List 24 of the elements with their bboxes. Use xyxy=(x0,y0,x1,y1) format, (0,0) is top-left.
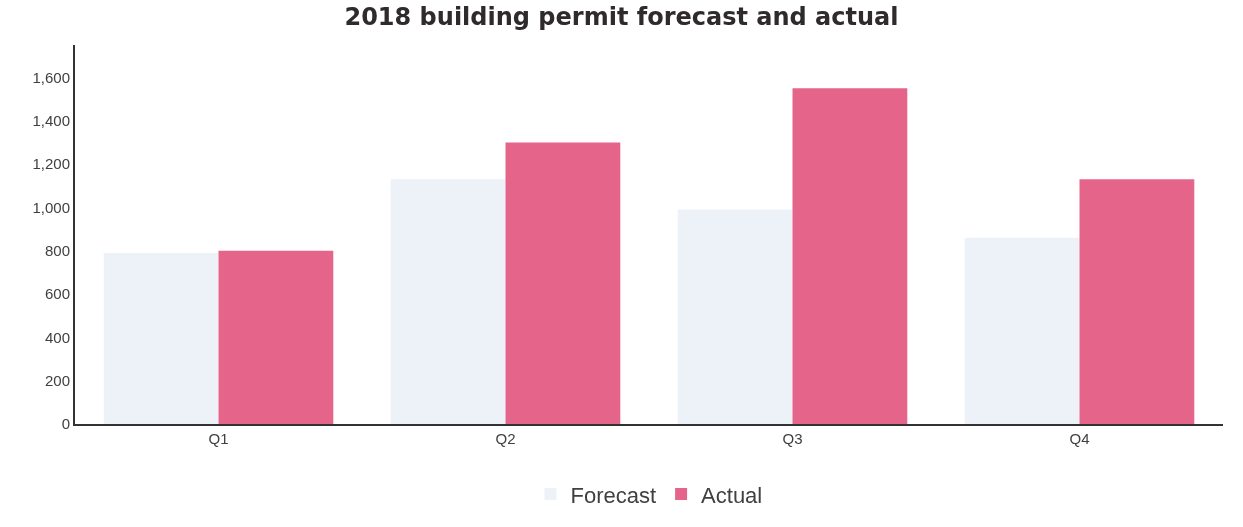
y-tick-label: 1,400 xyxy=(32,112,70,130)
bar xyxy=(1079,179,1195,424)
legend-label: Forecast xyxy=(570,482,657,508)
bar xyxy=(218,250,334,424)
x-tick-label: Q2 xyxy=(495,430,516,447)
bar xyxy=(390,179,506,424)
bar xyxy=(792,88,908,424)
bar xyxy=(505,142,621,424)
y-tick-label: 0 xyxy=(61,415,70,433)
x-tick-label: Q1 xyxy=(208,430,229,447)
x-tick-label: Q4 xyxy=(1069,430,1090,447)
x-tick-label: Q3 xyxy=(782,430,803,447)
bar xyxy=(677,209,793,424)
y-tick-label: 800 xyxy=(44,241,70,259)
chart-title: 2018 building permit forecast and actual xyxy=(344,2,899,31)
y-tick-label: 400 xyxy=(44,328,70,346)
y-tick-label: 1,000 xyxy=(32,198,70,216)
bar xyxy=(103,252,219,424)
bar xyxy=(964,237,1080,424)
y-tick-label: 200 xyxy=(44,371,70,389)
legend-label: Actual xyxy=(701,482,763,508)
y-tick-label: 600 xyxy=(44,285,70,303)
y-tick-label: 1,600 xyxy=(32,68,70,86)
y-tick-label: 1,200 xyxy=(32,155,70,173)
